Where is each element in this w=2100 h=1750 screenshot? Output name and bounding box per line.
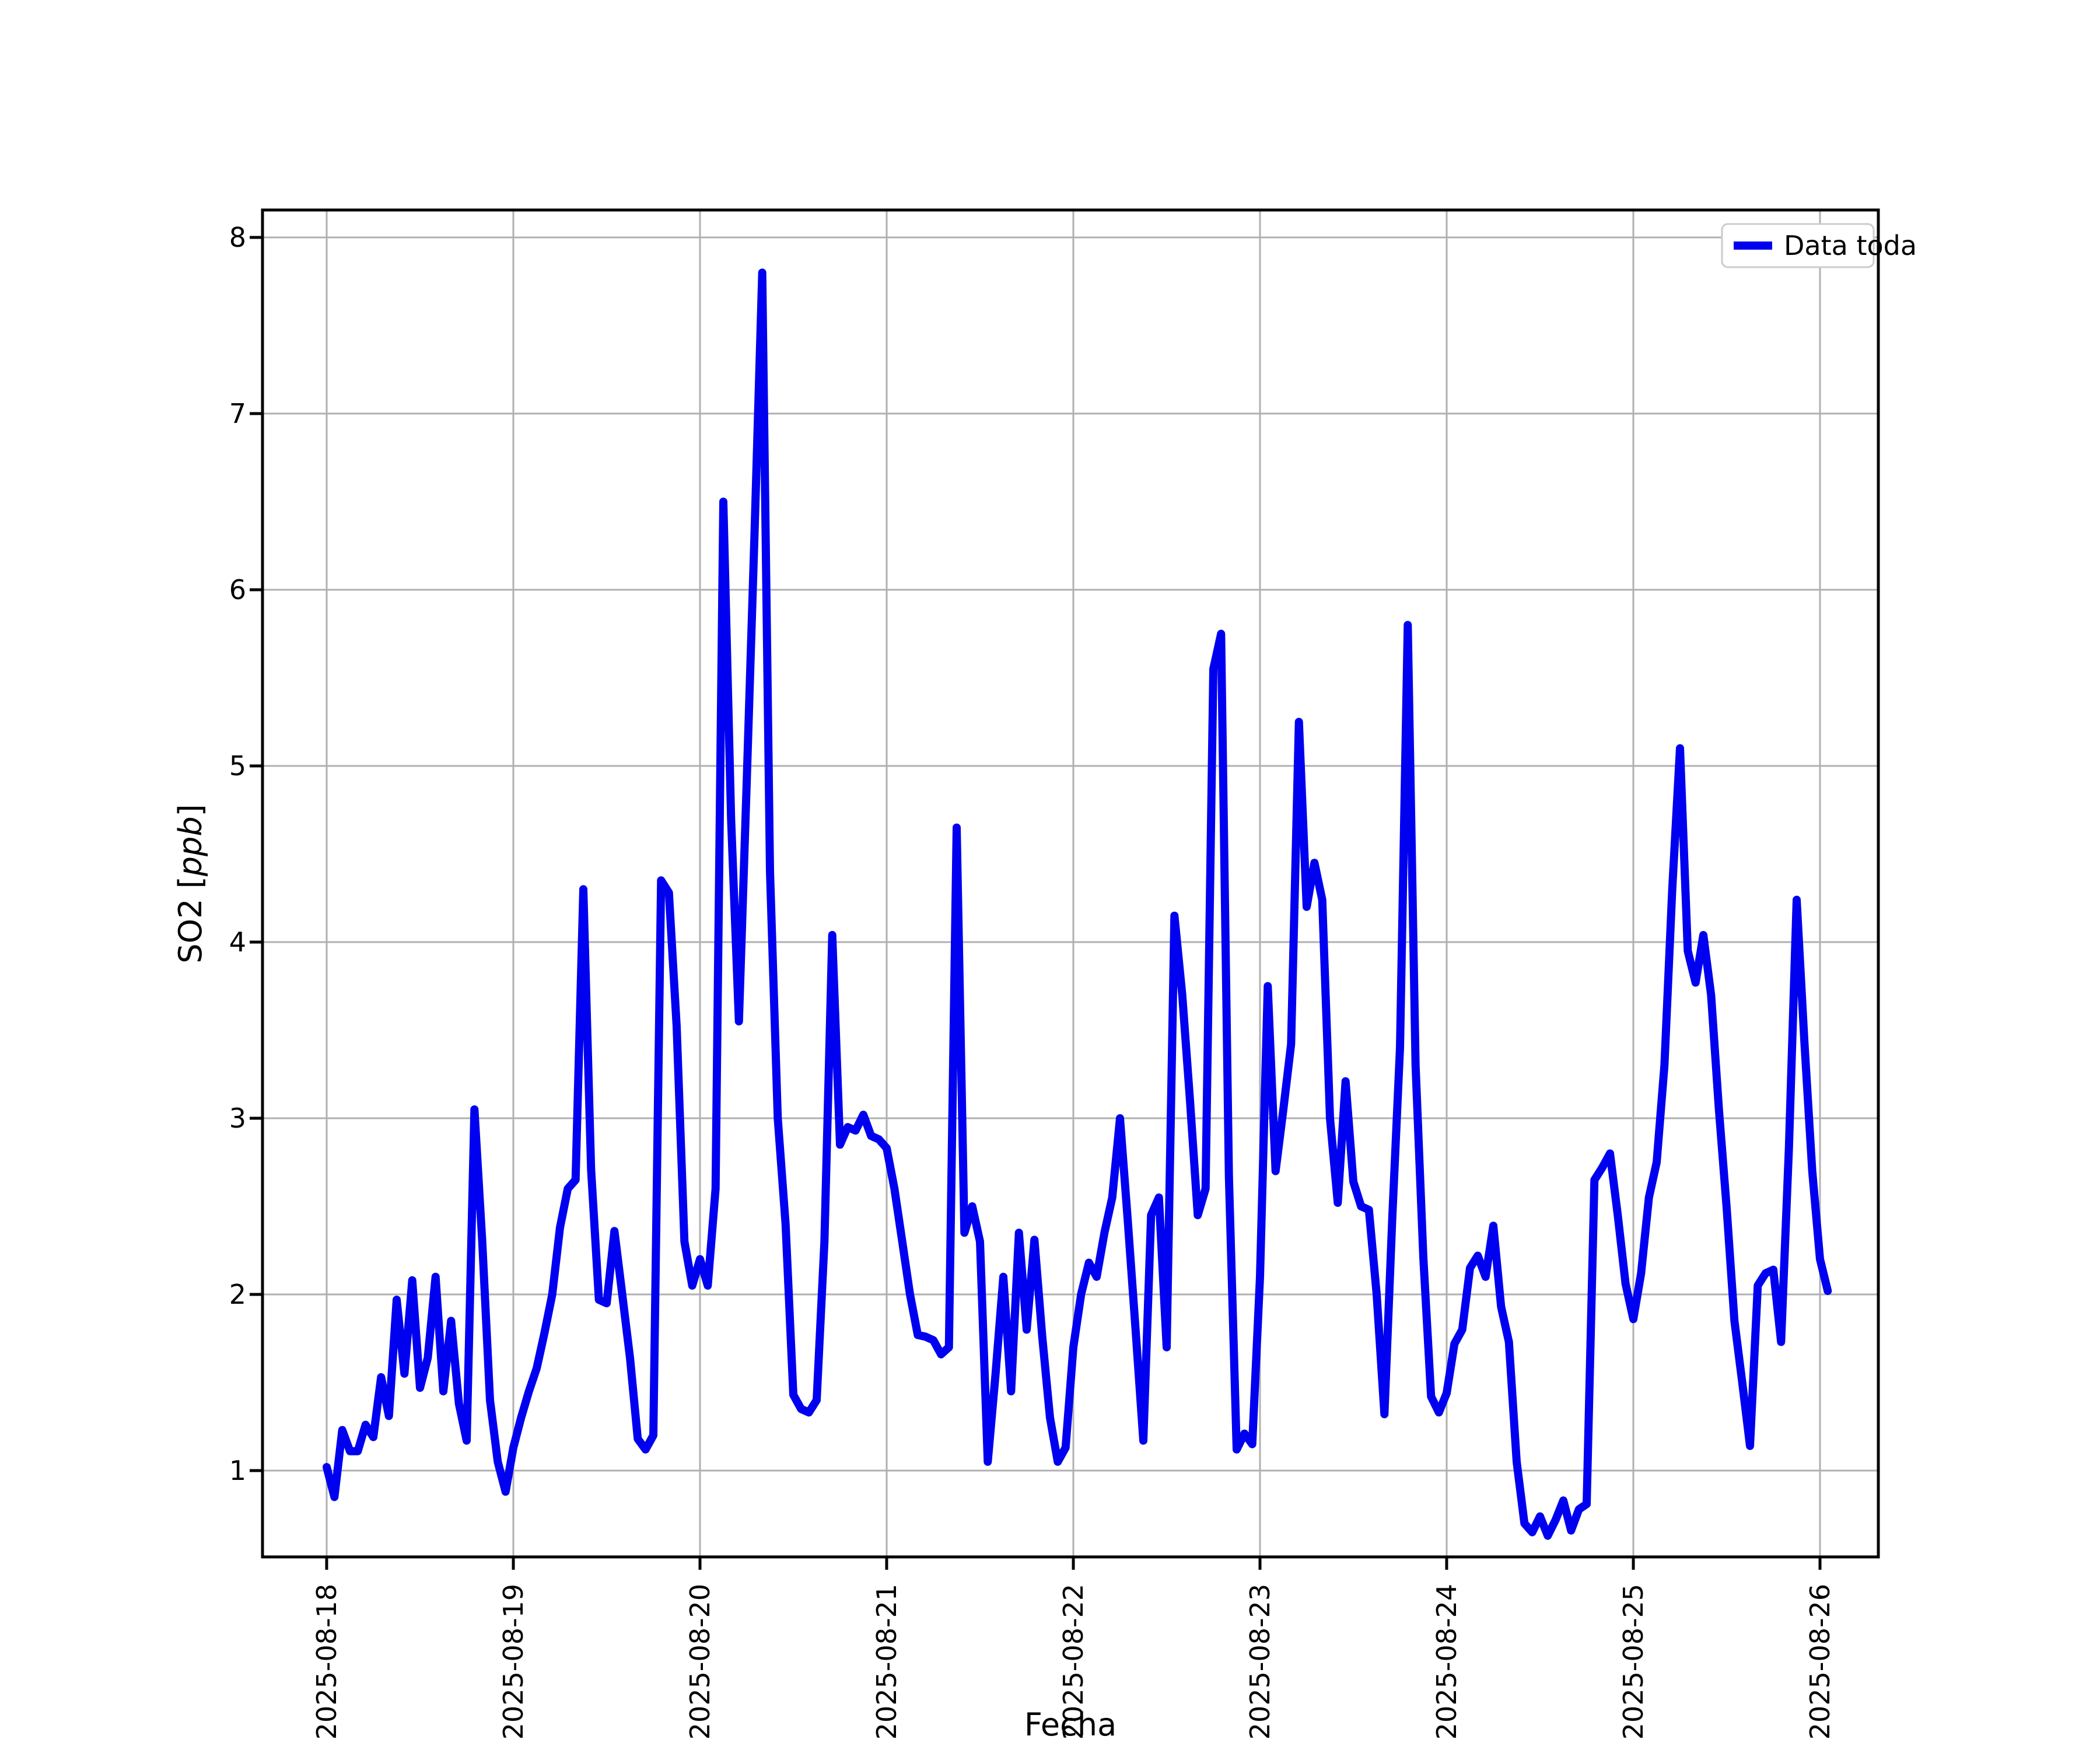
- tick-marks: [250, 236, 1822, 1570]
- plot-area: [262, 210, 1878, 1557]
- plot-spines: [261, 208, 1880, 1559]
- x-tick-label: 2025-08-23: [1244, 1584, 1276, 1740]
- y-tick-label: 2: [229, 1279, 246, 1310]
- x-tick-label: 2025-08-22: [1058, 1584, 1089, 1740]
- gridlines: [262, 210, 1878, 1557]
- x-tick-label: 2025-08-20: [684, 1584, 716, 1740]
- legend-box: [1721, 223, 1875, 268]
- y-tick-label: 1: [229, 1455, 246, 1486]
- y-tick-label: 6: [229, 574, 246, 606]
- data-series: [323, 268, 1832, 1540]
- x-tick-label: 2025-08-26: [1804, 1584, 1836, 1740]
- y-axis-label-suffix: ]: [172, 804, 209, 816]
- y-axis-label-prefix: SO2 [: [172, 876, 209, 963]
- x-axis-label: Fecha: [1024, 1706, 1116, 1743]
- y-tick-label: 3: [229, 1102, 246, 1134]
- x-tick-label: 2025-08-19: [498, 1584, 529, 1740]
- legend: Data toda: [1721, 223, 1917, 268]
- x-tick-label: 2025-08-21: [871, 1584, 902, 1740]
- y-axis-label: SO2 [ppb]: [172, 804, 209, 963]
- y-tick-label: 5: [229, 750, 246, 782]
- y-tick-labels: 1 2 3 4 5 6 7 8: [229, 222, 246, 1486]
- y-tick-label: 4: [229, 926, 246, 958]
- y-axis-label-units: ppb: [172, 816, 209, 877]
- legend-label: Data toda: [1784, 230, 1917, 261]
- x-tick-label: 2025-08-18: [311, 1584, 342, 1740]
- y-tick-label: 7: [229, 398, 246, 429]
- x-tick-labels: 2025-08-18 2025-08-19 2025-08-20 2025-08-21…: [311, 1584, 1836, 1740]
- data-line-data-toda: [323, 268, 1832, 1540]
- x-tick-label: 2025-08-24: [1431, 1584, 1462, 1740]
- y-tick-label: 8: [229, 222, 246, 253]
- x-tick-label: 2025-08-25: [1618, 1584, 1649, 1740]
